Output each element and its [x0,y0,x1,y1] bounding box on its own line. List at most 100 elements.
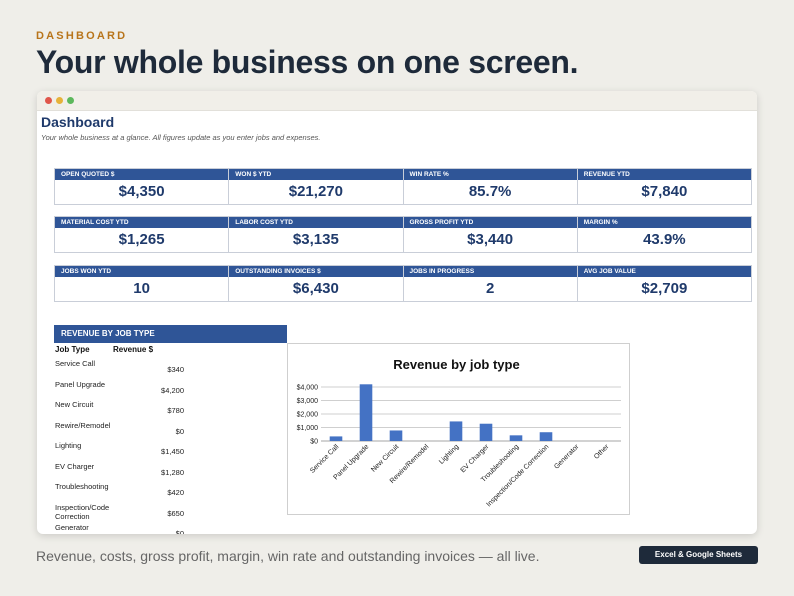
dashboard-sheet: Dashboard Your whole business at a glanc… [37,111,757,534]
revenue-cell: $4,200 [161,385,184,395]
kpi-card[interactable]: WON $ YTD $21,270 [229,168,404,205]
revenue-table: Service Call $340 Panel Upgrade $4,200 New C… [54,359,184,534]
table-row[interactable]: Inspection/Code Correction $650 [54,503,184,524]
revenue-cell: $340 [167,365,184,374]
kpi-card[interactable]: JOBS WON YTD 10 [54,265,230,302]
kpi-row-3: JOBS WON YTD 10 OUTSTANDING INVOICES $ $6,… [54,265,752,302]
kpi-label: JOBS WON YTD [55,266,229,277]
table-row[interactable]: Service Call $340 [54,359,184,380]
revenue-cell: $650 [167,508,184,518]
kpi-card[interactable]: REVENUE YTD $7,840 [577,168,752,205]
job-type-cell: EV Charger [55,461,95,471]
column-header-job-type: Job Type [55,345,90,354]
revenue-table-header: REVENUE BY JOB TYPE [54,325,287,343]
kpi-card[interactable]: LABOR COST YTD $3,135 [229,216,404,253]
table-row[interactable]: Generator $0 [54,523,184,534]
x-tick-label: New Circuit [370,443,400,473]
column-header-revenue: Revenue $ [113,345,154,354]
y-tick-label: $3,000 [297,398,319,405]
kpi-label: REVENUE YTD [577,169,751,180]
kpi-card[interactable]: MATERIAL COST YTD $1,265 [54,216,230,253]
kpi-value: $2,709 [641,280,688,297]
revenue-cell: $780 [167,406,184,415]
kpi-card[interactable]: MARGIN % 43.9% [577,216,752,253]
table-row[interactable]: Panel Upgrade $4,200 [54,380,184,401]
kpi-card[interactable]: GROSS PROFIT YTD $3,440 [403,216,578,253]
revenue-cell: $1,450 [161,447,184,456]
window-titlebar [37,91,757,111]
minimize-window-icon[interactable] [56,97,63,104]
kpi-row-2: MATERIAL COST YTD $1,265 LABOR COST YTD $3… [54,216,752,253]
job-type-cell: Troubleshooting [55,482,109,491]
sheet-title: Dashboard [41,114,115,130]
kpi-label: OPEN QUOTED $ [55,169,229,180]
y-tick-label: $4,000 [297,385,319,392]
y-tick-label: $2,000 [297,412,319,419]
table-row[interactable]: New Circuit $780 [54,400,184,421]
job-type-cell: New Circuit [55,400,94,409]
chart-title: Revenue by job type [393,357,519,372]
close-window-icon[interactable] [45,97,52,104]
revenue-cell: $420 [167,488,184,497]
x-tick-label: Service Call [309,443,341,475]
kpi-value: $21,270 [288,183,343,200]
kpi-value: 2 [485,280,495,297]
kpi-label: JOBS IN PROGRESS [403,266,577,277]
kpi-label: WON $ YTD [229,169,403,180]
x-tick-label: Lighting [438,443,460,465]
kpi-card[interactable]: AVG JOB VALUE $2,709 [577,265,752,302]
kpi-card[interactable]: OPEN QUOTED $ $4,350 [54,168,230,205]
page-headline: Your whole business on one screen. [36,44,579,80]
y-tick-label: $0 [310,439,318,446]
revenue-cell: $0 [175,529,184,534]
chart-bar [389,430,403,441]
kpi-card[interactable]: WIN RATE % 85.7% [403,168,578,205]
kpi-label: WIN RATE % [403,169,577,180]
kpi-label: MATERIAL COST YTD [55,217,229,228]
kpi-value: $7,840 [641,183,688,200]
kpi-value: 85.7% [468,183,512,200]
table-row[interactable]: EV Charger $1,280 [54,462,184,483]
spreadsheet-window: Dashboard Your whole business at a glanc… [37,91,757,534]
chart-bar [329,436,343,441]
y-tick-label: $1,000 [297,425,319,432]
job-type-cell: Rewire/Remodel [55,420,111,430]
revenue-cell: $0 [175,426,184,436]
sheet-subtitle: Your whole business at a glance. All fig… [41,133,321,142]
eyebrow-label: DASHBOARD [36,30,128,42]
chart-bar [359,384,373,441]
revenue-bar-chart: Revenue by job type $0 $1,000 $2,000 $3,000 $… [297,357,621,508]
kpi-value: $3,135 [292,231,339,248]
revenue-chart[interactable]: Revenue by job type $0 $1,000 $2,000 $3,000 $… [287,343,630,515]
table-row[interactable]: Lighting $1,450 [54,441,184,462]
kpi-label: AVG JOB VALUE [577,266,751,277]
kpi-value: 43.9% [643,231,686,248]
footer-caption: Revenue, costs, gross profit, margin, wi… [36,548,540,564]
x-tick-label: Inspection/Code Correction [485,443,550,508]
job-type-cell: Lighting [55,441,82,450]
kpi-card[interactable]: OUTSTANDING INVOICES $ $6,430 [229,265,404,302]
chart-bar [449,421,463,441]
x-tick-label: Other [593,443,611,461]
kpi-card[interactable]: JOBS IN PROGRESS 2 [403,265,578,302]
job-type-cell: Inspection/Code Correction [55,502,110,522]
job-type-cell: Panel Upgrade [55,379,106,389]
job-type-cell: Service Call [55,359,96,368]
kpi-value: 10 [133,280,150,297]
kpi-label: LABOR COST YTD [229,217,403,228]
chart-bar [479,423,493,441]
table-row[interactable]: Rewire/Remodel $0 [54,421,184,442]
x-tick-label: Generator [553,443,581,471]
kpi-value: $3,440 [467,231,514,248]
table-row[interactable]: Troubleshooting $420 [54,482,184,503]
maximize-window-icon[interactable] [67,97,74,104]
kpi-label: GROSS PROFIT YTD [403,217,577,228]
job-type-cell: Generator [55,523,89,532]
kpi-row-1: OPEN QUOTED $ $4,350 WON $ YTD $21,270 WIN… [54,168,752,205]
x-tick-label: EV Charger [460,443,491,474]
kpi-value: $1,265 [118,231,165,248]
platform-badge: Excel & Google Sheets [639,546,758,564]
kpi-label: MARGIN % [577,217,751,228]
chart-bar [539,432,553,441]
kpi-label: OUTSTANDING INVOICES $ [229,266,403,277]
